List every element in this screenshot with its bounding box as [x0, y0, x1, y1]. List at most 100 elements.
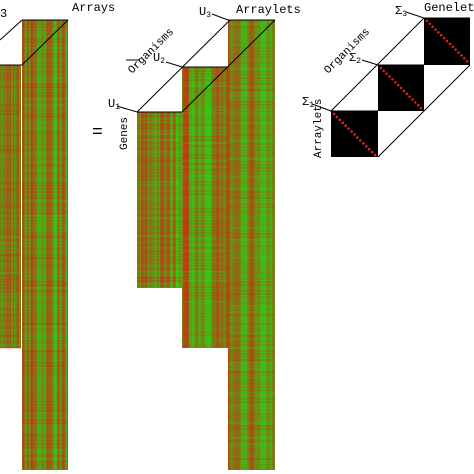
heatmap-noise: [228, 353, 275, 355]
heatmap-noise: [228, 239, 275, 241]
heatmap-noise: [137, 160, 182, 162]
heatmap-noise: [137, 208, 182, 210]
diagonal-dot: [437, 31, 440, 34]
heatmap-noise: [182, 208, 228, 210]
heatmap-noise: [228, 443, 275, 445]
heatmap-noise: [22, 23, 68, 25]
leader: [211, 13, 229, 21]
heatmap-noise: [22, 437, 68, 439]
heatmap-noise: [0, 305, 21, 307]
heatmap-noise: [0, 137, 21, 139]
heatmap-noise: [22, 374, 68, 376]
heatmap-noise: [137, 127, 182, 129]
heatmap-noise: [22, 215, 68, 217]
heatmap-noise: [137, 250, 182, 252]
heatmap-noise: [182, 163, 228, 165]
diagonal-dot: [439, 33, 443, 37]
heatmap-noise: [228, 299, 275, 301]
heatmap-noise: [22, 329, 68, 331]
heatmap-noise: [228, 206, 275, 208]
heatmap-noise: [228, 149, 275, 151]
diagonal-dot: [373, 153, 377, 157]
heatmap-noise: [228, 263, 275, 265]
heatmap-noise: [0, 179, 21, 181]
heatmap-noise: [0, 263, 21, 265]
heatmap-noise: [137, 157, 182, 159]
heatmap-noise: [182, 244, 228, 246]
heatmap-noise: [228, 293, 275, 295]
heatmap-noise: [228, 287, 275, 289]
heatmap-noise: [0, 272, 21, 274]
heatmap-noise: [22, 200, 68, 202]
heatmap-noise: [22, 71, 68, 73]
heatmap-noise: [22, 101, 68, 103]
heatmap-noise: [22, 149, 68, 151]
heatmap-noise: [0, 119, 21, 121]
heatmap-noise: [22, 35, 68, 37]
heatmap-noise: [228, 80, 275, 82]
heatmap-noise: [22, 443, 68, 445]
heatmap-noise: [22, 179, 68, 181]
heatmap-noise: [0, 134, 21, 136]
heatmap-noise: [0, 101, 21, 103]
heatmap-noise: [228, 347, 275, 349]
heatmap-noise: [0, 155, 21, 157]
heatmap-noise: [137, 247, 182, 249]
diagonal-dot: [411, 98, 414, 101]
heatmap-noise: [22, 260, 68, 262]
heatmap-noise: [228, 410, 275, 412]
heatmap-noise: [182, 325, 228, 327]
heatmap-noise: [182, 109, 228, 111]
heatmap-noise: [22, 188, 68, 190]
heatmap-noise: [182, 196, 228, 198]
heatmap-noise: [22, 278, 68, 280]
heatmap-noise: [182, 322, 228, 324]
heatmap-noise: [0, 158, 21, 160]
heatmap-noise: [137, 253, 182, 255]
heatmap-noise: [228, 236, 275, 238]
matrix-label: Σ1: [302, 95, 314, 110]
heatmap-noise: [228, 365, 275, 367]
heatmap-noise: [22, 212, 68, 214]
heatmap-noise: [228, 413, 275, 415]
heatmap-noise: [182, 100, 228, 102]
heatmap-noise: [22, 140, 68, 142]
heatmap-noise: [228, 95, 275, 97]
heatmap-noise: [228, 308, 275, 310]
heatmap-noise: [22, 203, 68, 205]
heatmap-noise: [182, 193, 228, 195]
heatmap-noise: [182, 94, 228, 96]
heatmap-noise: [0, 278, 21, 280]
heatmap-noise: [22, 464, 68, 466]
heatmap-noise: [137, 196, 182, 198]
heatmap-noise: [228, 329, 275, 331]
heatmap-noise: [137, 181, 182, 183]
heatmap-noise: [228, 104, 275, 106]
heatmap-noise: [0, 329, 21, 331]
heatmap-noise: [137, 172, 182, 174]
heatmap-noise: [228, 416, 275, 418]
heatmap-noise: [22, 230, 68, 232]
heatmap-noise: [182, 157, 228, 159]
heatmap-noise: [182, 223, 228, 225]
heatmap-noise: [228, 374, 275, 376]
panel-title: Arrays: [72, 1, 115, 15]
heatmap-noise: [182, 133, 228, 135]
diagonal-dot: [382, 69, 386, 73]
heatmap-noise: [0, 86, 21, 88]
heatmap-noise: [137, 205, 182, 207]
heatmap-noise: [228, 119, 275, 121]
heatmap-noise: [228, 56, 275, 58]
heatmap-noise: [0, 167, 21, 169]
heatmap-noise: [0, 122, 21, 124]
heatmap-noise: [137, 244, 182, 246]
heatmap-noise: [228, 323, 275, 325]
heatmap-noise: [228, 77, 275, 79]
heatmap-noise: [228, 164, 275, 166]
heatmap-noise: [0, 281, 21, 283]
heatmap-noise: [0, 335, 21, 337]
matrix-label: Σ3: [395, 4, 407, 19]
heatmap-noise: [228, 215, 275, 217]
heatmap-noise: [22, 242, 68, 244]
heatmap-noise: [228, 317, 275, 319]
